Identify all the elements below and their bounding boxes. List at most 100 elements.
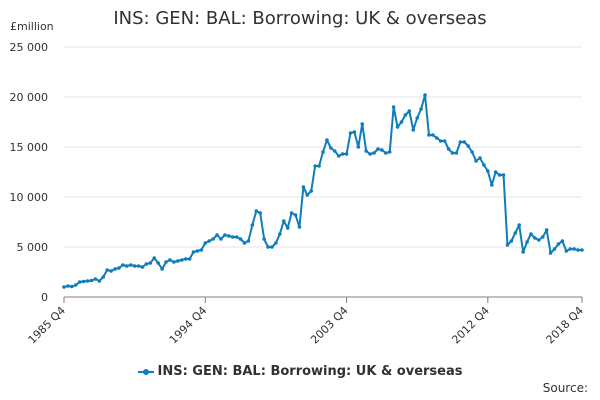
data-point <box>124 264 129 268</box>
data-point <box>128 263 133 267</box>
legend-swatch-icon <box>137 368 154 376</box>
data-point <box>501 173 506 177</box>
data-point <box>336 154 341 158</box>
data-point <box>564 249 569 253</box>
y-tick-label: 20 000 <box>10 91 49 104</box>
data-point <box>81 279 86 284</box>
data-point <box>140 265 145 269</box>
data-point <box>521 250 525 254</box>
data-point <box>407 109 412 113</box>
x-tick-label: 1994 Q4 <box>167 304 210 347</box>
data-point <box>70 284 74 289</box>
data-point <box>450 151 455 155</box>
data-point <box>187 257 192 261</box>
data-point <box>297 225 302 229</box>
y-tick-label: 10 000 <box>10 191 49 204</box>
data-point <box>368 152 372 156</box>
data-point <box>281 219 286 223</box>
data-point <box>301 185 306 189</box>
data-point <box>380 148 384 152</box>
data-point <box>489 183 494 187</box>
data-point <box>199 248 204 252</box>
data-point <box>266 245 270 249</box>
data-point <box>383 151 388 155</box>
data-point <box>246 239 251 243</box>
data-point <box>493 170 498 174</box>
source-label: Source: <box>542 381 588 395</box>
data-point <box>525 240 529 244</box>
data-point <box>191 250 196 254</box>
data-point <box>156 261 160 265</box>
data-point <box>258 211 263 215</box>
data-point <box>356 145 361 149</box>
data-point <box>540 235 545 239</box>
data-point <box>168 258 172 262</box>
data-point <box>560 239 565 243</box>
data-point <box>376 147 380 151</box>
data-point <box>391 105 396 109</box>
data-point <box>238 237 243 241</box>
data-point <box>415 116 419 120</box>
data-point <box>293 213 298 217</box>
data-point <box>329 146 333 150</box>
data-point <box>552 247 557 251</box>
data-point <box>517 223 522 227</box>
data-point <box>438 139 443 143</box>
data-point <box>85 279 90 283</box>
data-point <box>183 257 188 261</box>
data-point <box>458 140 463 144</box>
data-point <box>419 107 423 111</box>
data-point <box>403 113 408 117</box>
data-point <box>172 260 176 264</box>
data-point <box>160 267 164 271</box>
data-point <box>113 267 117 271</box>
data-point <box>442 139 447 143</box>
data-point <box>121 263 125 267</box>
data-point <box>580 248 584 252</box>
data-point <box>109 269 113 273</box>
data-point <box>572 247 576 251</box>
data-point <box>254 209 259 213</box>
data-point <box>435 136 439 140</box>
x-tick-label: 2003 Q4 <box>308 304 351 347</box>
data-point <box>548 251 553 255</box>
data-point <box>305 193 310 197</box>
data-point <box>77 280 82 284</box>
data-point <box>352 130 357 134</box>
data-point <box>223 233 227 237</box>
data-point <box>411 128 416 132</box>
data-point <box>215 233 219 237</box>
data-point <box>117 266 121 270</box>
data-point <box>427 133 431 137</box>
gridlines <box>64 46 582 248</box>
data-point <box>101 275 106 279</box>
data-point <box>486 169 490 173</box>
chart-title: INS: GEN: BAL: Borrowing: UK & overseas <box>113 8 487 29</box>
data-point <box>203 241 208 245</box>
data-point <box>446 147 451 151</box>
data-point <box>207 239 211 243</box>
data-point <box>148 261 153 265</box>
data-point <box>576 248 580 252</box>
data-point <box>568 247 573 251</box>
series-line <box>63 94 582 288</box>
data-point <box>325 138 329 142</box>
data-point <box>431 133 435 137</box>
data-point <box>537 238 541 242</box>
data-point <box>270 245 274 249</box>
data-point <box>278 232 282 236</box>
data-point <box>176 259 180 263</box>
data-point <box>285 226 290 230</box>
data-point <box>399 120 404 124</box>
data-point <box>274 241 278 245</box>
data-point <box>144 262 149 266</box>
data-point <box>466 144 470 148</box>
data-point <box>340 152 345 156</box>
legend[interactable]: INS: GEN: BAL: Borrowing: UK & overseas <box>0 364 600 379</box>
data-point <box>73 283 78 287</box>
x-tick-label: 1985 Q4 <box>26 304 69 347</box>
data-point <box>211 237 215 241</box>
y-tick-label: 25 000 <box>10 41 49 54</box>
x-tick-label: 2012 Q4 <box>449 304 492 347</box>
